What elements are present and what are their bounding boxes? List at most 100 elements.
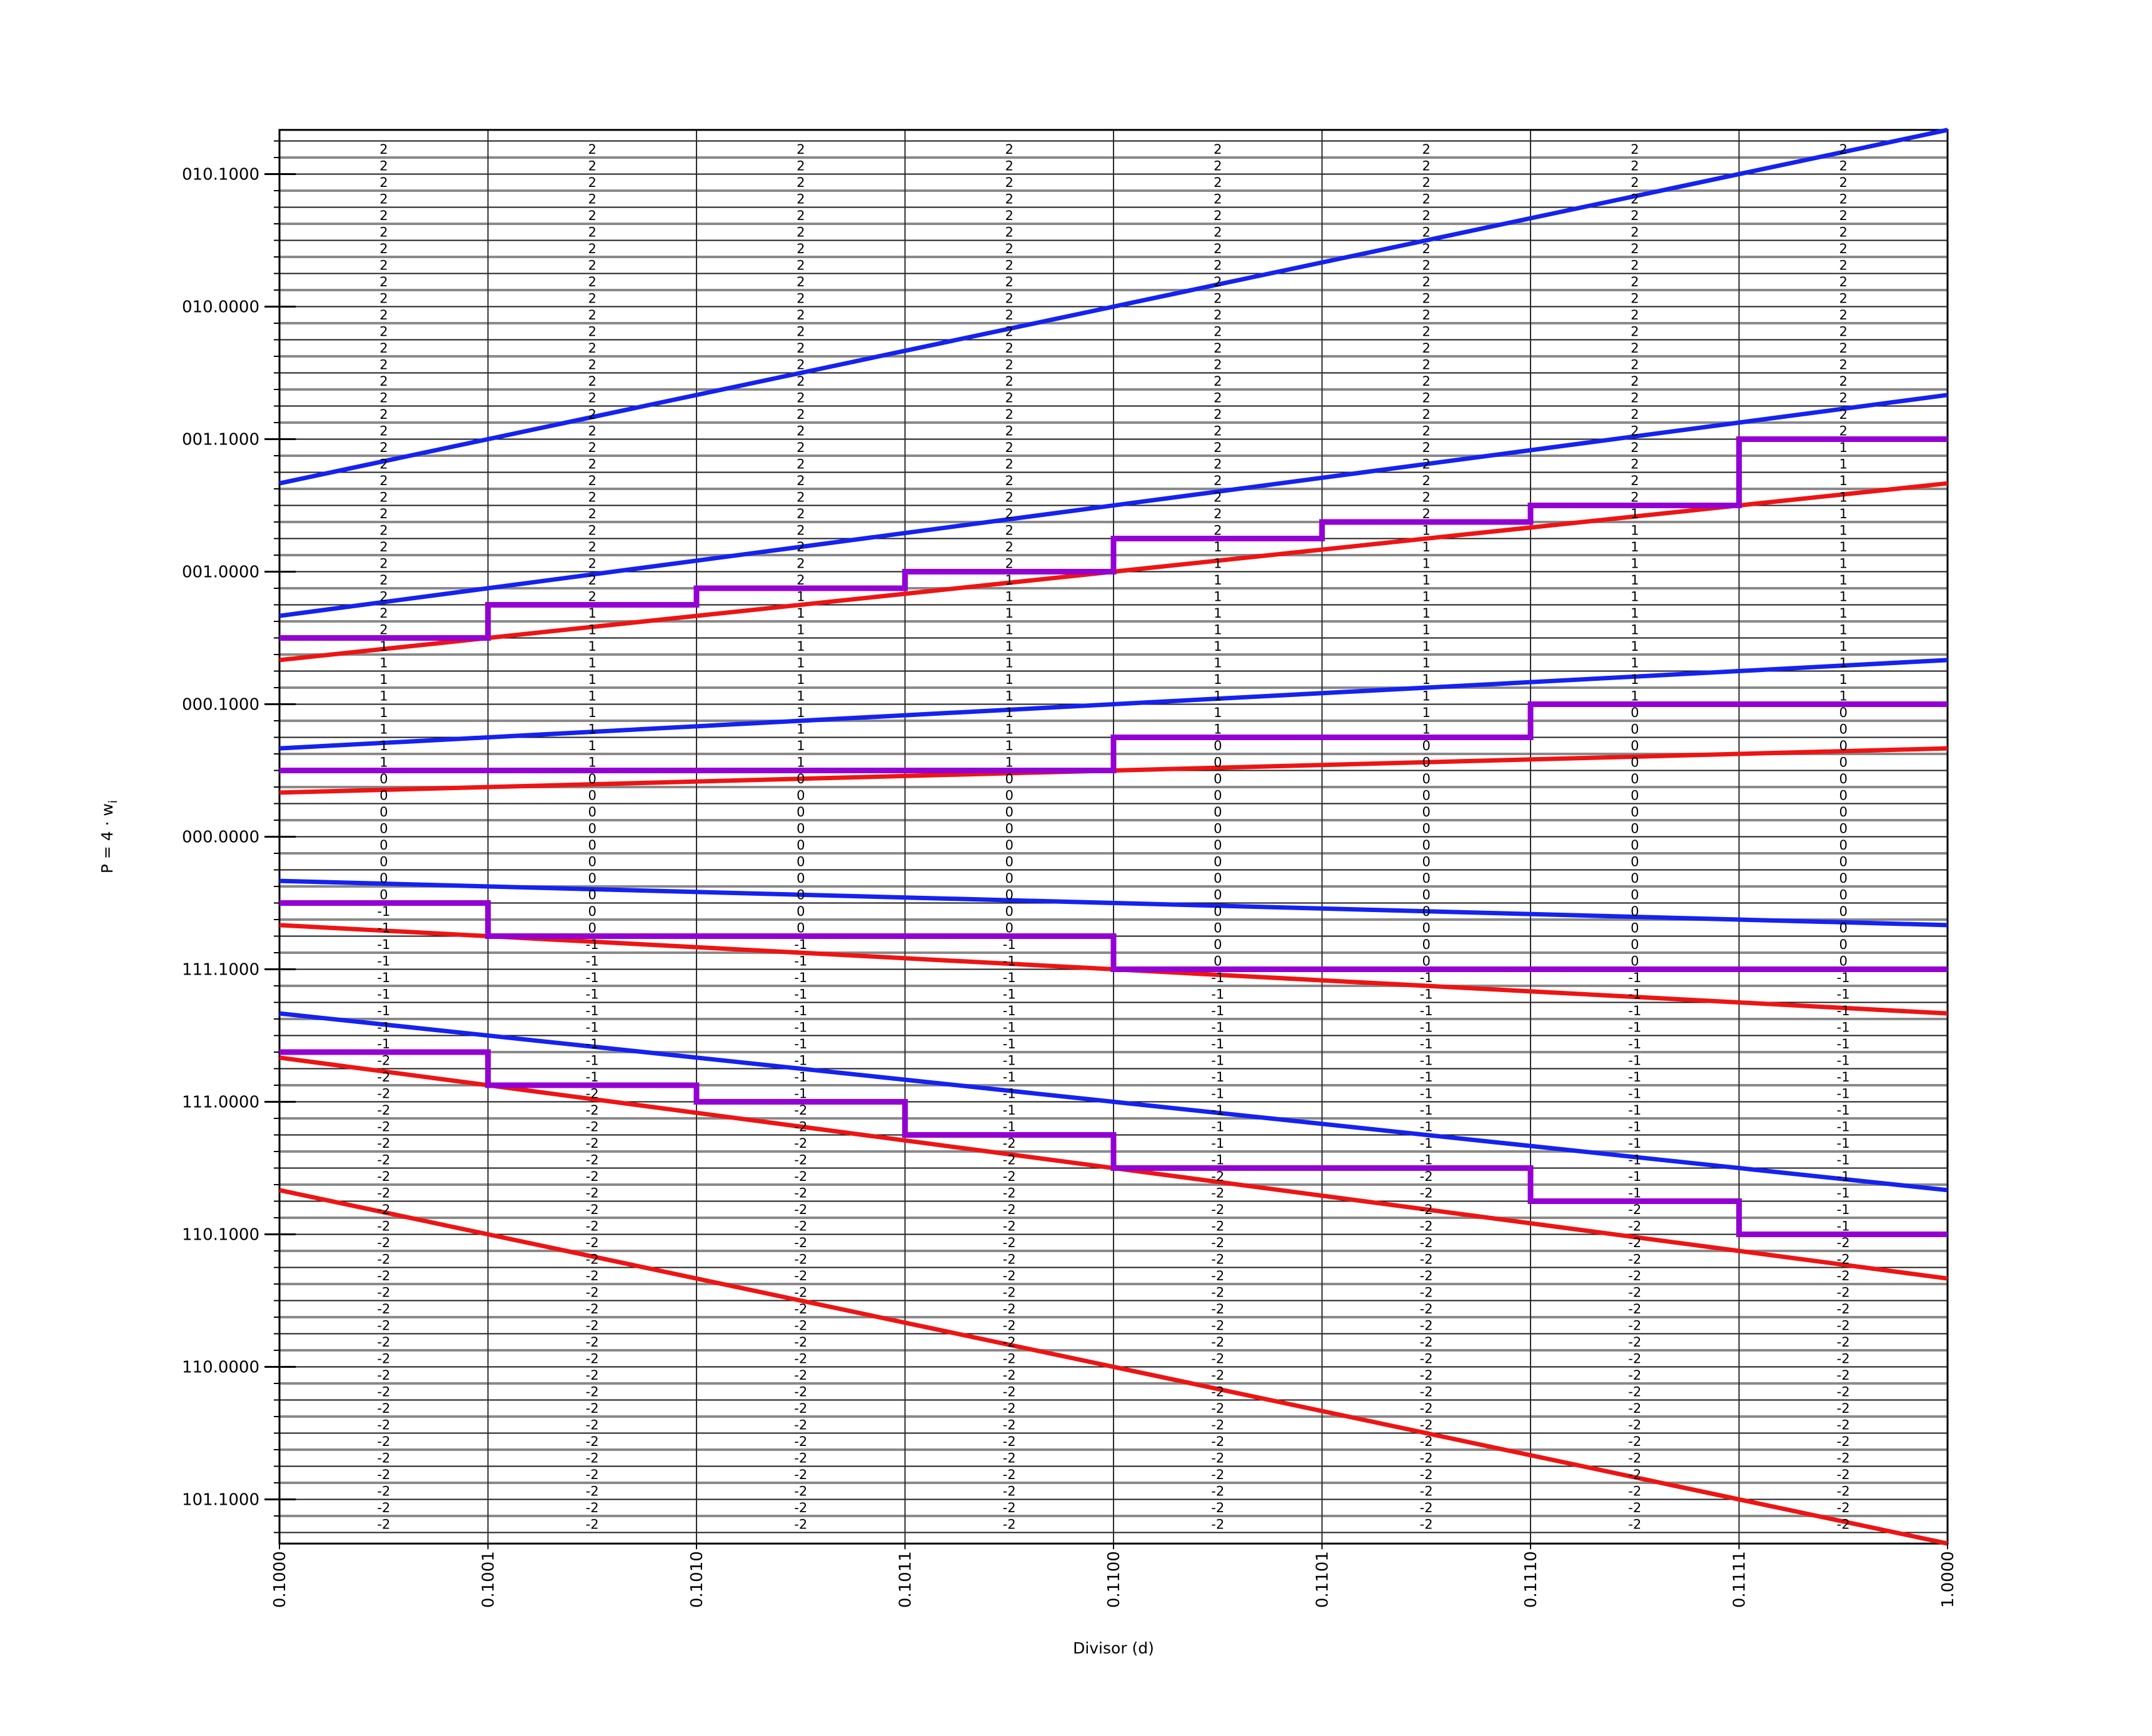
digit-cell: -2 <box>794 1202 807 1217</box>
digit-cell: 0 <box>1839 937 1848 952</box>
digit-cell: 2 <box>380 606 388 621</box>
digit-cell: 1 <box>588 738 596 753</box>
digit-cell: -1 <box>1211 1053 1224 1068</box>
digit-cell: -2 <box>1837 1450 1850 1465</box>
digit-cell: 2 <box>1005 423 1013 438</box>
digit-cell: -1 <box>794 1003 807 1018</box>
digit-cell: 2 <box>797 374 805 389</box>
digit-cell: -1 <box>377 1020 390 1035</box>
digit-cell: 2 <box>1005 142 1013 157</box>
digit-cell: -2 <box>377 1483 390 1498</box>
digit-cell: 2 <box>1631 390 1639 405</box>
digit-cell: -2 <box>586 1136 599 1151</box>
digit-cell: -1 <box>1628 1119 1641 1134</box>
digit-cell: -1 <box>794 1036 807 1051</box>
digit-cell: 0 <box>797 771 805 786</box>
digit-cell: -1 <box>1420 1053 1433 1068</box>
digit-cell: 2 <box>1214 224 1222 239</box>
digit-cell: 1 <box>1214 622 1222 637</box>
digit-cell: -2 <box>1003 1202 1016 1217</box>
x-tick-label: 0.1010 <box>688 1551 706 1608</box>
digit-cell: 1 <box>1422 655 1430 670</box>
digit-cell: 0 <box>1422 887 1430 902</box>
digit-cell: -2 <box>1420 1417 1433 1432</box>
digit-cell: -1 <box>586 986 599 1001</box>
digit-cell: -2 <box>1628 1517 1641 1532</box>
digit-cell: 2 <box>1214 407 1222 422</box>
digit-cell: -2 <box>1628 1450 1641 1465</box>
digit-cell: -2 <box>794 1318 807 1333</box>
digit-cell: -2 <box>794 1335 807 1350</box>
digit-cell: 0 <box>1214 738 1222 753</box>
digit-cell: 2 <box>588 473 596 488</box>
digit-cell: 0 <box>1631 953 1639 968</box>
digit-cell: -1 <box>1628 1003 1641 1018</box>
digit-cell: 2 <box>1422 456 1430 471</box>
x-tick-label: 0.1110 <box>1522 1551 1541 1608</box>
digit-cell: 1 <box>1214 639 1222 654</box>
digit-cell: -1 <box>1211 1119 1224 1134</box>
digit-cell: 0 <box>1005 871 1013 886</box>
digit-cell: -2 <box>794 1384 807 1399</box>
digit-cell: -1 <box>1003 986 1016 1001</box>
digit-cell: 1 <box>1422 556 1430 571</box>
digit-cell: 2 <box>1005 324 1013 339</box>
digit-cell: -1 <box>1837 1053 1850 1068</box>
digit-cell: -1 <box>1837 970 1850 985</box>
digit-cell: 1 <box>1422 672 1430 687</box>
digit-cell: 2 <box>1422 258 1430 273</box>
digit-cell: -2 <box>1211 1302 1224 1317</box>
digit-cell: -1 <box>1211 1036 1224 1051</box>
digit-cell: -2 <box>1211 1517 1224 1532</box>
digit-cell: -2 <box>377 1119 390 1134</box>
digit-cell: -1 <box>1211 986 1224 1001</box>
digit-cell: -2 <box>586 1086 599 1101</box>
digit-cell: 1 <box>1214 721 1222 736</box>
digit-cell: 2 <box>380 423 388 438</box>
digit-cell: 2 <box>380 224 388 239</box>
digit-cell: -2 <box>1837 1235 1850 1250</box>
digit-cell: -2 <box>794 1136 807 1151</box>
digit-cell: 0 <box>588 838 596 853</box>
digit-cell: -2 <box>377 1070 390 1085</box>
digit-cell: 0 <box>1214 904 1222 919</box>
digit-cell: 1 <box>1839 489 1848 504</box>
digit-cell: 2 <box>588 390 596 405</box>
digit-cell: 2 <box>1214 456 1222 471</box>
digit-cell: 2 <box>380 241 388 256</box>
digit-cell: 1 <box>380 688 388 703</box>
digit-cell: 1 <box>797 721 805 736</box>
digit-cell: 0 <box>1631 755 1639 770</box>
digit-cell: 1 <box>1422 589 1430 604</box>
digit-cell: -2 <box>1837 1302 1850 1317</box>
digit-cell: 2 <box>588 357 596 372</box>
digit-cell: 2 <box>1631 291 1639 306</box>
digit-cell: 2 <box>380 341 388 356</box>
digit-cell: 1 <box>1422 523 1430 538</box>
digit-cell: -2 <box>1003 1467 1016 1482</box>
digit-cell: 1 <box>1839 456 1848 471</box>
digit-cell: -2 <box>794 1235 807 1250</box>
digit-cell: -2 <box>1003 1517 1016 1532</box>
digit-cell: 0 <box>380 771 388 786</box>
digit-cell: 1 <box>797 705 805 720</box>
digit-cell: 2 <box>1839 407 1848 422</box>
digit-cell: -1 <box>1211 1070 1224 1085</box>
digit-cell: 1 <box>1631 573 1639 588</box>
digit-cell: 0 <box>1839 771 1848 786</box>
digit-cell: -2 <box>1837 1252 1850 1267</box>
digit-cell: 1 <box>1631 655 1639 670</box>
digit-cell: 1 <box>1005 639 1013 654</box>
digit-cell: -2 <box>377 1235 390 1250</box>
digit-cell: 2 <box>1422 224 1430 239</box>
digit-cell: 2 <box>1005 274 1013 289</box>
x-tick-label: 0.1101 <box>1314 1551 1332 1608</box>
digit-cell: -1 <box>1837 1169 1850 1184</box>
digit-cell: 0 <box>1214 755 1222 770</box>
digit-cell: 0 <box>1631 788 1639 803</box>
digit-cell: 1 <box>797 738 805 753</box>
digit-cell: 1 <box>1839 688 1848 703</box>
digit-cell: -2 <box>586 1152 599 1167</box>
digit-cell: -1 <box>1837 1119 1850 1134</box>
